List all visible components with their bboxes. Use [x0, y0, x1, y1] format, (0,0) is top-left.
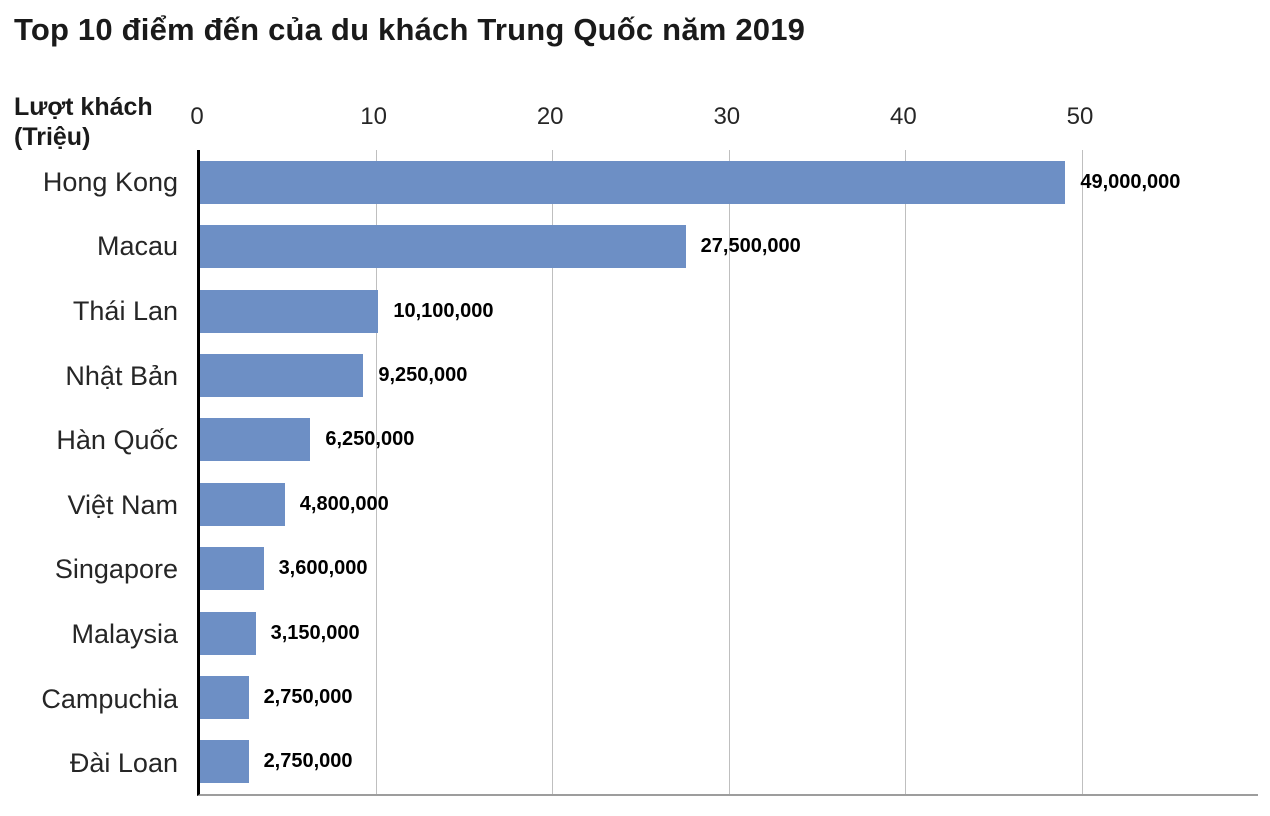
y-axis-label: Lượt khách (Triệu): [14, 93, 153, 151]
gridline: [1082, 150, 1083, 794]
gridline: [905, 150, 907, 794]
bar-row: 6,250,000: [200, 408, 1258, 472]
x-tick-label: 10: [360, 103, 387, 130]
plot-area: 49,000,000 27,500,000 10,100,000 9,250,000 6…: [197, 150, 1258, 796]
x-tick-label: 30: [713, 103, 741, 130]
x-tick-label: 50: [1066, 103, 1094, 130]
value-label: 10,100,000: [393, 299, 494, 322]
value-label: 4,800,000: [299, 492, 389, 515]
bar: [200, 418, 311, 462]
category-label: Singapore: [54, 554, 178, 585]
bar: [200, 160, 1066, 204]
bar: [200, 611, 256, 655]
category-label: Campuchia: [41, 683, 178, 714]
bar: [200, 482, 285, 526]
gridline: [728, 150, 730, 794]
bar-row: 3,150,000: [200, 601, 1258, 665]
category-label: Malaysia: [71, 618, 178, 649]
chart-title: Top 10 điểm đến của du khách Trung Quốc …: [14, 12, 806, 47]
bar-row: 27,500,000: [200, 214, 1258, 278]
bar-row: 49,000,000: [200, 150, 1258, 214]
x-tick-label: 20: [536, 103, 564, 130]
bar-row: 2,750,000: [200, 665, 1258, 729]
gridline: [375, 150, 377, 794]
value-label: 9,250,000: [378, 363, 468, 386]
value-label: 6,250,000: [325, 428, 415, 451]
x-axis-tick-labels: 0 10 20 30 40 50: [0, 103, 1270, 133]
bar-row: 10,100,000: [200, 279, 1258, 343]
category-label: Nhật Bản: [65, 360, 178, 391]
value-label: 2,750,000: [263, 685, 353, 708]
category-label: Thái Lan: [72, 295, 178, 326]
bar-row: 3,600,000: [200, 536, 1258, 600]
bar: [200, 547, 264, 591]
category-label: Macau: [96, 231, 178, 262]
bar-row: 9,250,000: [200, 343, 1258, 407]
category-label: Đài Loan: [69, 748, 178, 779]
bar-rows: 49,000,000 27,500,000 10,100,000 9,250,000 6…: [200, 150, 1258, 794]
category-label: Hong Kong: [42, 166, 178, 197]
bar-row: 4,800,000: [200, 472, 1258, 536]
category-label: Việt Nam: [67, 489, 178, 520]
value-label: 2,750,000: [263, 750, 353, 773]
bar-row: 2,750,000: [200, 730, 1258, 794]
x-tick-label: 40: [890, 103, 917, 130]
bar: [200, 289, 379, 333]
x-tick-label: 0: [190, 103, 204, 130]
value-label: 27,500,000: [700, 235, 801, 258]
bar: [200, 675, 249, 719]
value-label: 3,150,000: [270, 621, 360, 644]
gridline: [552, 150, 554, 794]
bar: [200, 740, 249, 784]
value-label: 49,000,000: [1080, 170, 1181, 193]
value-label: 3,600,000: [278, 557, 368, 580]
bar: [200, 353, 364, 397]
bar: [200, 225, 686, 269]
category-label: Hàn Quốc: [56, 425, 178, 456]
category-labels: Hong Kong Macau Thái Lan Nhật Bản Hàn Quốc Vi…: [0, 150, 190, 796]
